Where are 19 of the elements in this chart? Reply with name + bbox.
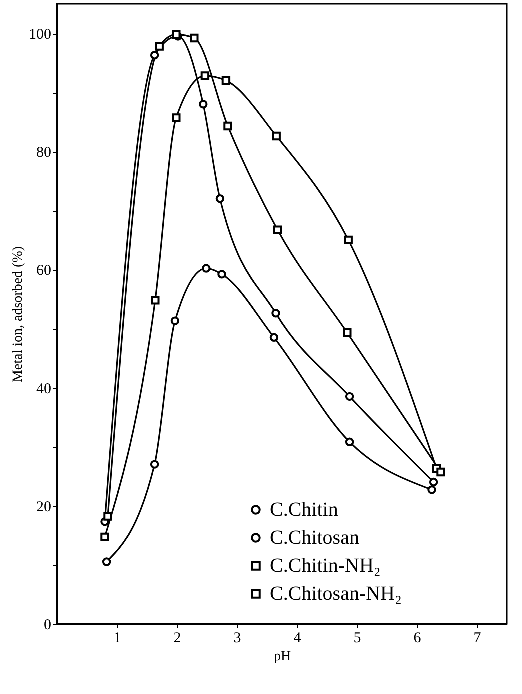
y-tick-label: 60 — [36, 263, 52, 280]
x-tick-label: 1 — [114, 630, 122, 646]
x-tick-label: 6 — [414, 630, 422, 646]
y-tick-label: 100 — [29, 27, 52, 44]
legend-label: C.Chitin — [270, 499, 338, 521]
legend-label: C.Chitin-NH₂ — [270, 555, 381, 577]
y-axis-title: Metal ion, adsorbed (%) — [11, 246, 26, 383]
x-tick-label: 4 — [294, 630, 302, 646]
x-tick-label: 7 — [474, 630, 482, 646]
y-tick-label: 20 — [36, 499, 52, 516]
x-tick-label: 3 — [234, 630, 242, 646]
y-tick-label: 80 — [36, 145, 52, 162]
x-tick-label: 5 — [354, 630, 362, 646]
x-tick-label: 2 — [174, 630, 182, 646]
x-axis-title: pH — [274, 650, 292, 664]
y-tick-label: 40 — [36, 381, 52, 398]
legend-label: C.Chitosan — [270, 527, 360, 549]
y-tick-label: 0 — [44, 618, 52, 634]
legend-label: C.Chitosan-NH₂ — [270, 583, 402, 605]
